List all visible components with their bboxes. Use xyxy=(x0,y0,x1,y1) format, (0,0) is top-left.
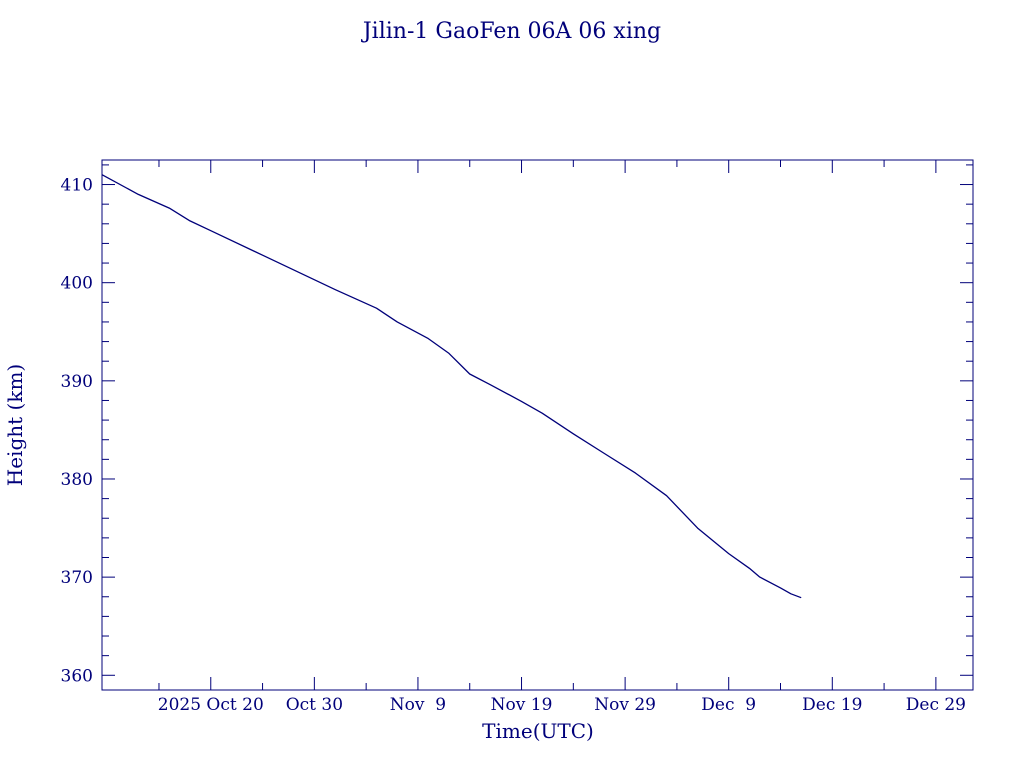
x-axis-tick-labels: 2025 Oct 20 Oct 30 Nov 9 Nov 19 Nov 29 Dec 9 D… xyxy=(158,695,966,715)
plot-frame xyxy=(101,159,974,691)
y-tick-label: 390 xyxy=(61,372,93,392)
x-axis-ticks xyxy=(158,160,937,690)
x-tick-label: Dec 19 xyxy=(802,695,862,715)
x-tick-label: Dec 29 xyxy=(906,695,966,715)
y-tick-label: 360 xyxy=(61,666,93,686)
height-series-line xyxy=(101,174,802,599)
x-tick-label: Nov 9 xyxy=(390,695,446,715)
x-tick-label: Oct 30 xyxy=(286,695,343,715)
y-tick-label: 370 xyxy=(61,568,93,588)
y-tick-label: 380 xyxy=(61,470,93,490)
y-tick-label: 410 xyxy=(61,176,93,196)
y-tick-label: 400 xyxy=(61,274,93,294)
x-axis-label: Time(UTC) xyxy=(482,719,594,743)
chart-title: Jilin-1 GaoFen 06A 06 xing xyxy=(361,19,661,44)
x-tick-label: Dec 9 xyxy=(701,695,756,715)
y-axis-tick-labels: 360 370 380 390 400 410 xyxy=(61,176,93,687)
x-tick-label: 2025 Oct 20 xyxy=(158,695,264,715)
y-axis-label: Height (km) xyxy=(3,364,27,486)
x-tick-label: Nov 29 xyxy=(594,695,656,715)
x-tick-label: Nov 19 xyxy=(491,695,553,715)
y-axis-ticks xyxy=(102,164,973,676)
